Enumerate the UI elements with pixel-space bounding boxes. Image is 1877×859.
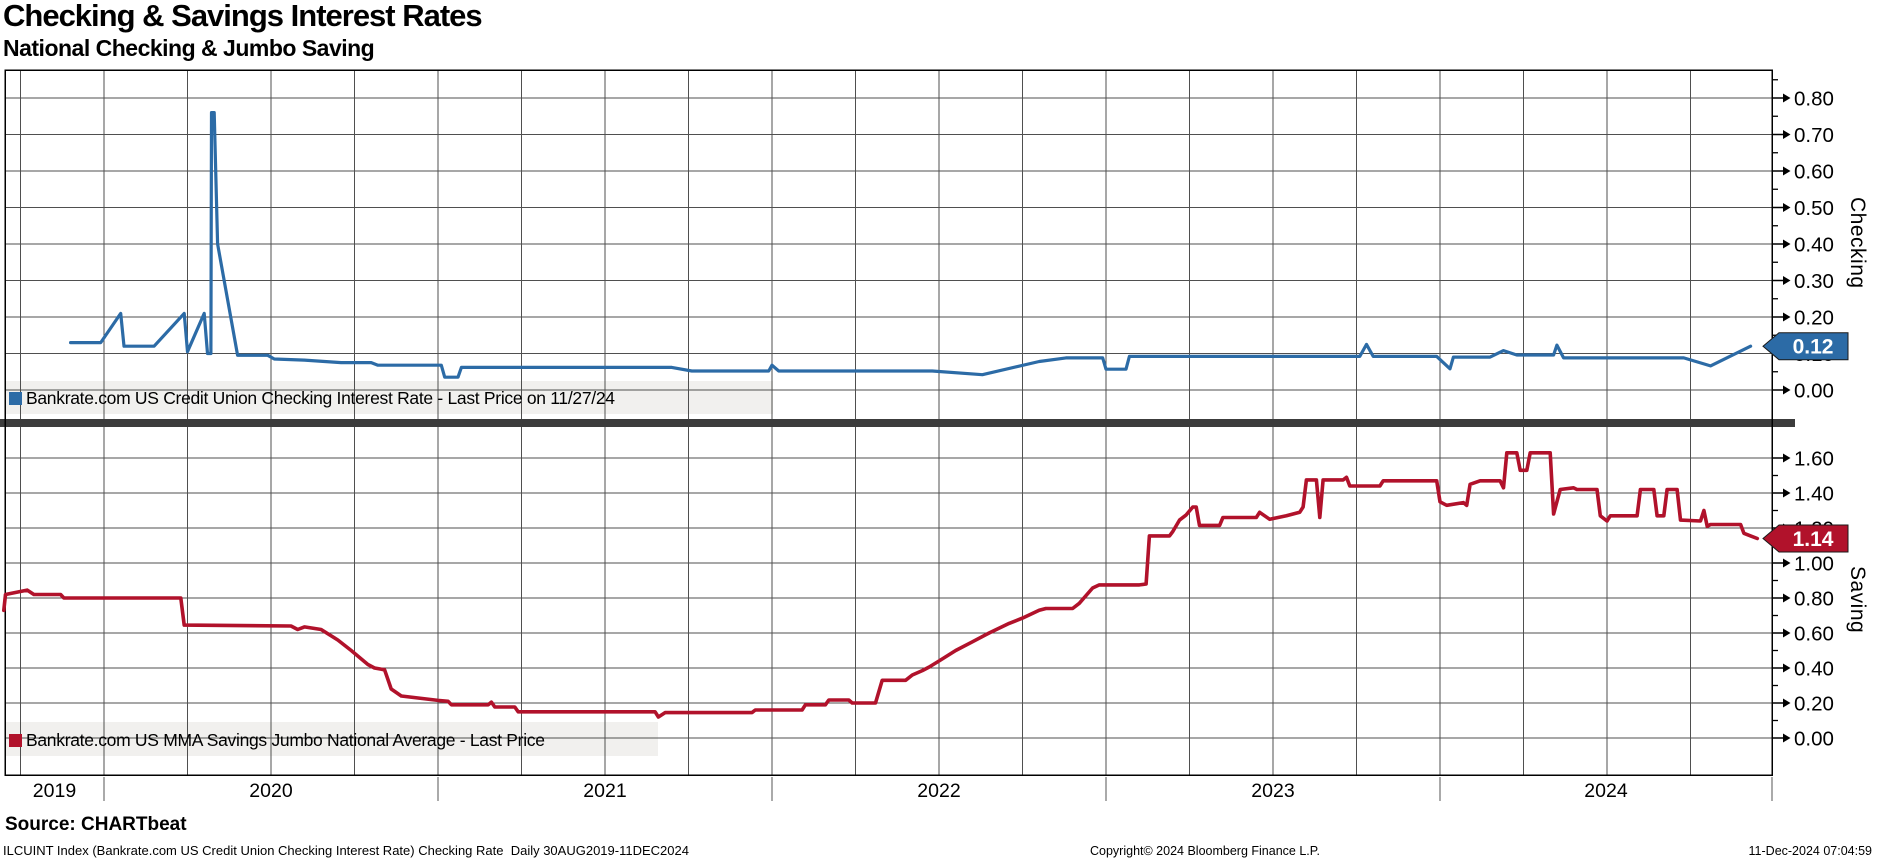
checking-tick-label: 0.60 — [1794, 161, 1834, 184]
checking-tick-label: 0.50 — [1794, 197, 1834, 220]
saving-tick-label: 0.20 — [1794, 693, 1834, 716]
tick-arrow-icon — [1783, 276, 1791, 285]
saving-series-swatch-icon — [9, 733, 22, 747]
legend-saving-series[interactable]: Bankrate.com US MMA Savings Jumbo Nation… — [9, 726, 709, 754]
tick-arrow-icon — [1783, 239, 1791, 249]
year-label: 2019 — [33, 780, 76, 802]
year-label: 2024 — [1584, 780, 1628, 802]
checking-tick-label: 0.00 — [1794, 380, 1834, 403]
saving-tick-label: 0.60 — [1794, 623, 1834, 646]
checking-axis-title: Checking — [1846, 197, 1869, 289]
legend-checking-series[interactable]: Bankrate.com US Credit Union Checking In… — [9, 384, 769, 412]
checking-tick-label: 0.70 — [1794, 124, 1834, 147]
checking-series-line[interactable] — [68, 110, 1753, 379]
year-label: 2023 — [1251, 780, 1294, 802]
checking-tick-label: 0.40 — [1794, 234, 1834, 257]
year-label: 2021 — [583, 780, 626, 802]
tick-arrow-icon — [1783, 312, 1791, 322]
year-label: 2022 — [917, 780, 960, 802]
tick-arrow-icon — [1783, 628, 1791, 638]
legend-saving-label: Bankrate.com US MMA Savings Jumbo Nation… — [26, 729, 545, 750]
saving-tick-label: 0.80 — [1794, 588, 1834, 611]
checking-last-price-value: 0.12 — [1793, 336, 1834, 359]
legend-checking-label: Bankrate.com US Credit Union Checking In… — [26, 387, 615, 408]
saving-last-price-tag[interactable] — [1762, 524, 1849, 553]
saving-tick-label: 1.00 — [1794, 553, 1834, 576]
tick-arrow-icon — [1783, 593, 1791, 603]
checking-last-price-tag[interactable] — [1762, 332, 1849, 361]
tick-arrow-icon — [1783, 663, 1791, 673]
tick-arrow-icon — [1783, 453, 1791, 463]
saving-tick-label: 1.40 — [1794, 483, 1834, 506]
render-timestamp: 11-Dec-2024 07:04:59 — [1748, 844, 1872, 858]
tick-arrow-icon — [1783, 698, 1791, 708]
source-label: Source: CHARTbeat — [5, 814, 187, 835]
plot-frame — [4, 69, 1773, 776]
copyright-notice: Copyright© 2024 Bloomberg Finance L.P. — [1090, 844, 1320, 858]
saving-series-line[interactable] — [1, 450, 1760, 719]
panel-separator — [0, 419, 1795, 427]
legend-checking-bg — [5, 381, 773, 414]
tick-arrow-icon — [1783, 733, 1791, 743]
tick-arrow-icon — [1783, 93, 1791, 103]
tick-arrow-icon — [1783, 130, 1791, 139]
tick-arrow-icon — [1783, 203, 1791, 212]
index-description: ILCUINT Index (Bankrate.com US Credit Un… — [3, 843, 689, 858]
tick-arrow-icon — [1783, 558, 1791, 568]
saving-tick-label: 1.60 — [1794, 448, 1834, 471]
tick-arrow-icon — [1783, 488, 1791, 498]
checking-tick-label: 0.20 — [1794, 307, 1834, 330]
tick-arrow-icon — [1783, 166, 1791, 176]
year-label: 2020 — [249, 780, 293, 802]
page-title: Checking & Savings Interest Rates — [3, 0, 483, 33]
tick-arrow-icon — [1783, 385, 1791, 395]
saving-tick-label: 0.40 — [1794, 658, 1834, 681]
checking-tick-label: 0.80 — [1794, 88, 1834, 111]
checking-series-swatch-icon — [9, 391, 22, 405]
saving-axis-title: Saving — [1846, 566, 1869, 634]
chart-subtitle: National Checking & Jumbo Saving — [3, 35, 375, 61]
checking-tick-label: 0.30 — [1794, 270, 1834, 293]
saving-last-price-value: 1.14 — [1793, 528, 1834, 551]
legend-saving-bg — [5, 722, 658, 756]
saving-tick-label: 0.00 — [1794, 728, 1834, 751]
